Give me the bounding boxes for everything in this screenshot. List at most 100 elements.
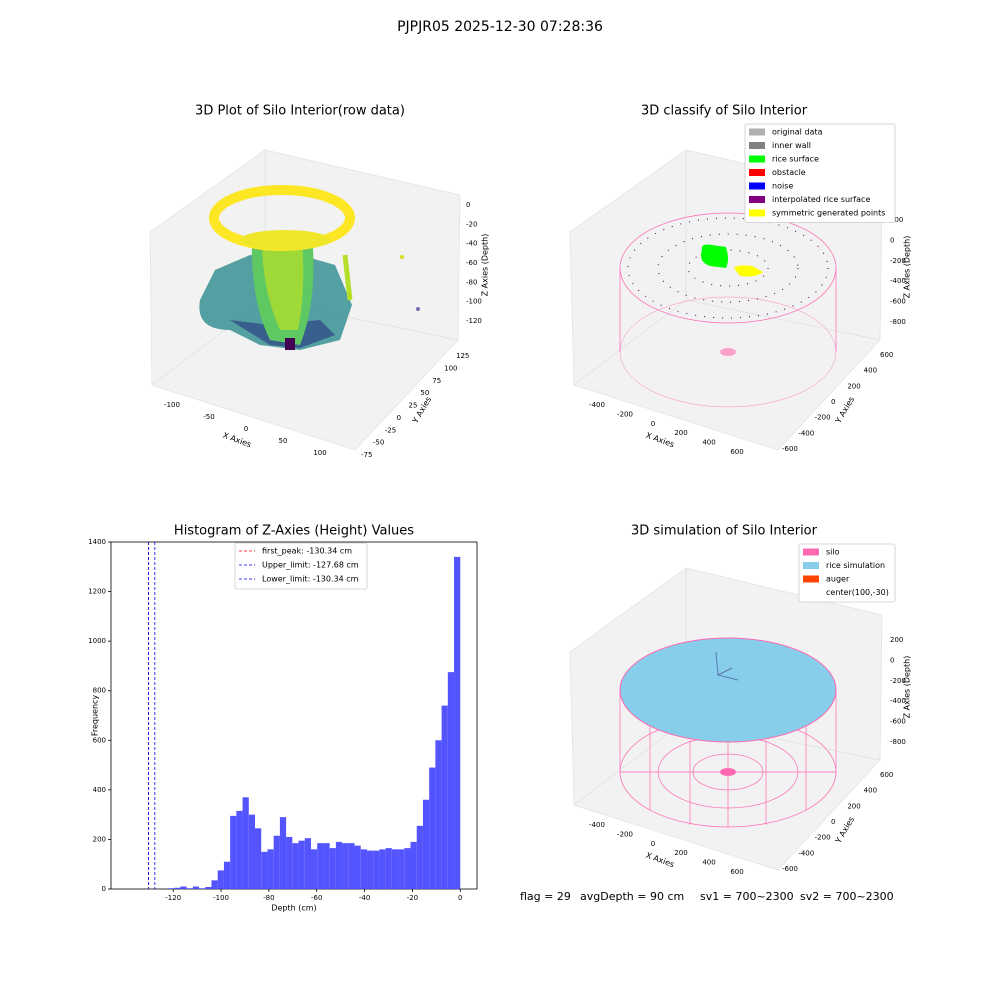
legend-box	[234, 542, 368, 590]
histogram-bar	[273, 835, 280, 889]
x-tick-label: 200	[674, 849, 687, 857]
y-tick-label: 75	[432, 377, 441, 385]
histogram-bar	[279, 817, 287, 889]
y-tick-label: -200	[815, 414, 831, 422]
legend-swatch	[749, 169, 765, 176]
z-tick-label: -40	[466, 240, 477, 248]
legend-swatch	[749, 196, 765, 203]
legend-label: noise	[772, 182, 793, 191]
histogram-bar	[317, 843, 324, 889]
legend-swatch	[803, 548, 819, 556]
x-tick-label: 0	[651, 420, 655, 428]
x-tick-label: -100	[164, 401, 180, 409]
zlabel-axis-label: Z Axies (Depth)	[481, 234, 490, 297]
histogram-bar	[335, 841, 343, 889]
subplot-title: Histogram of Z-Axies (Height) Values	[174, 524, 414, 539]
chart-content: 3D Plot of Silo Interior(row data) -100 -5…	[88, 104, 911, 913]
y-tick-label: 200	[847, 382, 860, 390]
histogram-bar	[441, 705, 448, 889]
histogram-bar	[205, 887, 212, 889]
z-tick-label: -120	[466, 317, 482, 325]
histogram-bar	[167, 888, 175, 889]
histogram-bar	[447, 672, 455, 889]
histogram-bar	[379, 849, 386, 889]
zlabel-axis-label: Z Axies (Depth)	[903, 656, 912, 719]
z-tick-label: 0	[890, 236, 894, 244]
x-tick-label: -80	[263, 894, 274, 902]
z-tick-label: 0	[890, 656, 894, 664]
legend-label: inner wall	[772, 141, 811, 150]
y-tick-label: 800	[93, 687, 106, 695]
y-tick-label: -400	[798, 849, 814, 857]
z-tick-label: -100	[466, 298, 482, 306]
x-tick-label: 200	[674, 429, 687, 437]
x-tick-label: -100	[213, 894, 229, 902]
histogram-bar	[217, 870, 224, 889]
x-tick-label: -200	[617, 830, 633, 838]
legend-swatch	[749, 128, 765, 136]
z-tick-label: -600	[890, 718, 906, 726]
histogram-bar	[174, 887, 181, 889]
x-tick-label: 600	[730, 448, 743, 456]
histogram-bar	[404, 848, 411, 889]
histogram-bar	[298, 840, 305, 889]
y-tick-label: 1200	[88, 588, 106, 596]
x-tick-label: -400	[589, 401, 605, 409]
y-tick-label: -25	[385, 426, 396, 434]
x-tick-label: 0	[244, 425, 248, 433]
y-tick-label: 1000	[88, 637, 106, 645]
histogram-bar	[267, 849, 274, 889]
z-tick-label: 200	[890, 216, 903, 224]
status-text: flag = 29	[520, 890, 571, 903]
legend-label: interpolated rice surface	[772, 195, 870, 204]
y-tick-label: -200	[815, 834, 831, 842]
histogram-bar	[192, 886, 200, 889]
z-tick-label: -200	[890, 257, 906, 265]
legend-label: Lower_limit: -130.34 cm	[262, 575, 359, 584]
z-tick-label: -400	[890, 277, 906, 285]
y-tick-label: -600	[782, 445, 798, 453]
x-tick-label: -40	[359, 894, 370, 902]
status-text: sv2 = 700~2300	[800, 890, 894, 903]
legend-swatch	[749, 209, 765, 217]
histogram-bar	[360, 849, 367, 889]
y-axis-label: Frequency	[91, 695, 100, 737]
histogram-bar	[255, 828, 262, 889]
y-tick-label: 0	[831, 818, 835, 826]
histogram-bar	[391, 849, 399, 889]
y-tick-label: 0	[831, 398, 835, 406]
x-tick-label: 0	[458, 894, 462, 902]
silo-wireframe-2	[619, 212, 837, 408]
z-tick-label: -200	[890, 677, 906, 685]
x-tick-label: 600	[730, 868, 743, 876]
z-tick-label: -400	[890, 697, 906, 705]
histogram-bar	[248, 814, 256, 889]
z-tick-label: 200	[890, 636, 903, 644]
histogram-bar	[323, 843, 330, 889]
histogram-bar	[329, 848, 336, 889]
histogram-bar	[416, 825, 423, 889]
histogram-bar	[180, 886, 187, 889]
histogram-bar	[230, 815, 237, 889]
subplot-title: 3D classify of Silo Interior	[641, 104, 808, 119]
legend-label: silo	[826, 548, 840, 557]
y-tick-label: 0	[397, 414, 401, 422]
silo-wireframe-4	[619, 637, 837, 828]
legend-label: Upper_limit: -127.68 cm	[262, 561, 359, 570]
x-tick-label: -20	[407, 894, 418, 902]
histogram-bar	[354, 845, 361, 889]
histogram-bar	[286, 836, 293, 889]
legend-label: obstacle	[772, 168, 806, 177]
legend-label: symmetric generated points	[772, 209, 885, 218]
x-tick-label: -60	[311, 894, 322, 902]
z-tick-label: 0	[466, 201, 470, 209]
histogram-bar	[348, 843, 355, 889]
legend-label: auger	[826, 575, 850, 584]
legend-label: rice surface	[772, 155, 819, 164]
y-tick-label: -75	[361, 451, 372, 459]
legend-label: first_peak: -130.34 cm	[262, 547, 352, 556]
legend-swatch	[749, 142, 765, 149]
y-tick-label: 200	[93, 835, 106, 843]
status-text: avgDepth = 90 cm	[580, 890, 684, 903]
legend-swatch	[749, 155, 765, 163]
